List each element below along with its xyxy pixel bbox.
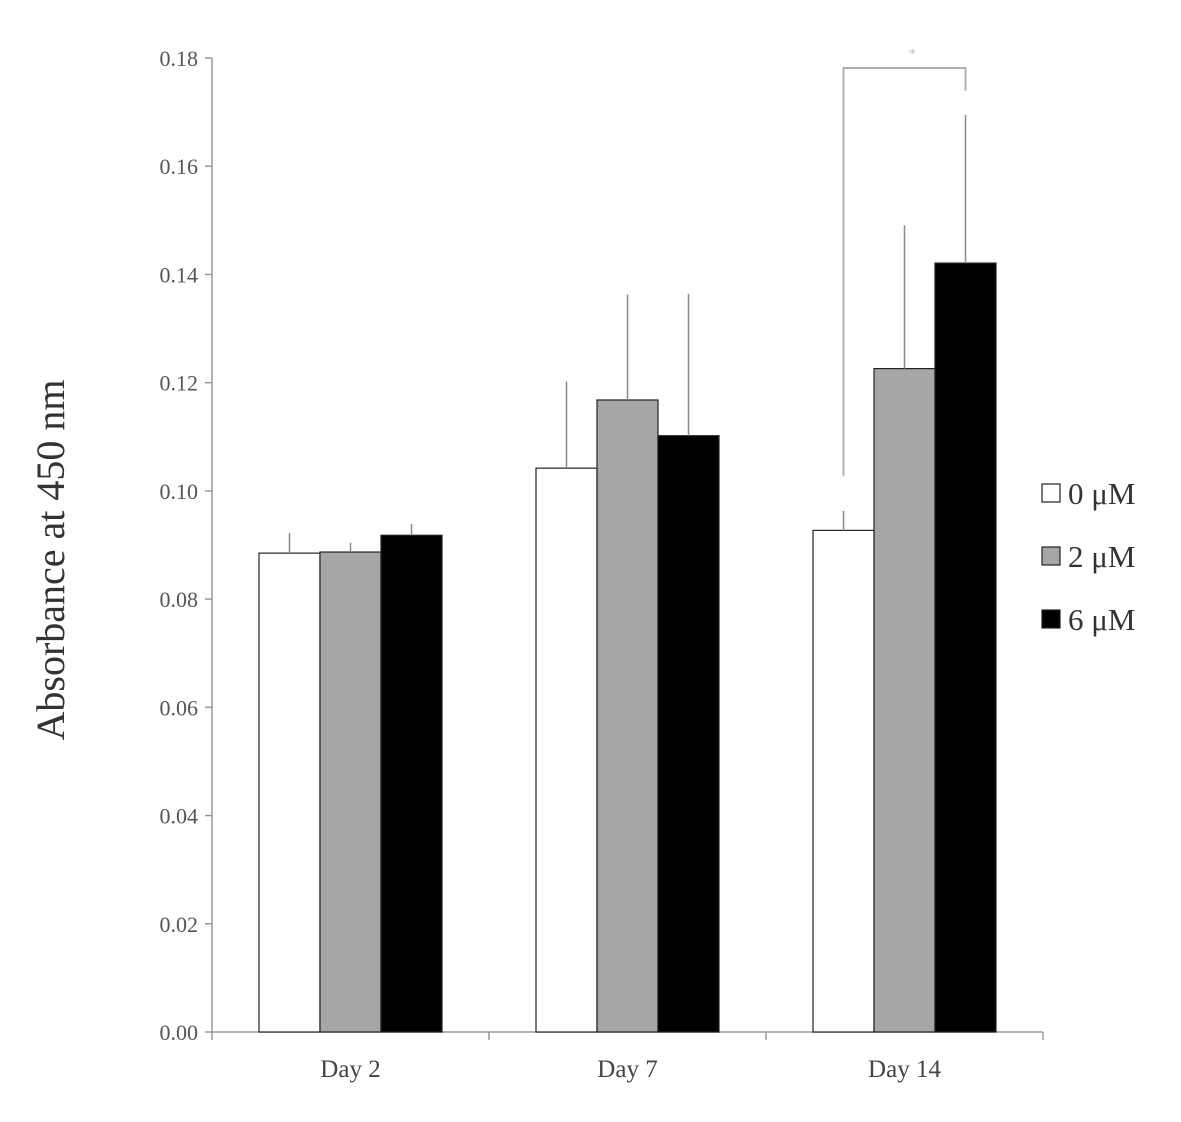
legend-swatch: [1041, 483, 1061, 503]
x-axis: Day 2 Day 7 Day 14: [211, 1031, 1044, 1083]
significance-label: *: [909, 47, 916, 62]
y-tick-label: 0.16: [160, 154, 199, 179]
y-tick-label: 0.14: [160, 262, 199, 287]
legend: 0 μM 2 μM 6 μM: [1041, 476, 1135, 637]
y-axis-title: Absorbance at 450 nm: [28, 379, 73, 740]
x-tick-label: Day 2: [320, 1056, 380, 1083]
y-tick-label: 0.18: [160, 46, 199, 71]
legend-label: 2 μM: [1068, 539, 1135, 574]
y-axis: 0.00 0.02 0.04 0.06 0.08 0.10 0.12 0.14 0.16 0.18: [160, 46, 213, 1045]
x-tick-label: Day 14: [868, 1056, 941, 1083]
y-tick-label: 0.12: [160, 371, 199, 396]
bar: [535, 467, 598, 1033]
y-tick-label: 0.08: [160, 587, 199, 612]
bars: [258, 262, 997, 1033]
bracket-line: [842, 67, 967, 476]
legend-label: 6 μM: [1068, 602, 1135, 637]
bar: [873, 367, 936, 1033]
legend-swatch: [1041, 546, 1061, 566]
bar: [934, 262, 997, 1033]
y-tick-label: 0.02: [160, 912, 199, 937]
y-tick-label: 0.04: [160, 804, 199, 829]
bar: [596, 399, 659, 1033]
y-tick-label: 0.10: [160, 479, 199, 504]
bar: [657, 435, 720, 1033]
y-tick-label: 0.06: [160, 695, 199, 720]
bar: [319, 551, 382, 1033]
bar: [812, 529, 875, 1033]
significance-bracket: *: [842, 47, 967, 476]
bar: [380, 534, 443, 1033]
y-tick-label: 0.00: [160, 1020, 199, 1045]
x-tick-label: Day 7: [597, 1056, 657, 1083]
bar: [258, 552, 321, 1033]
error-bars: [288, 114, 967, 554]
legend-label: 0 μM: [1068, 476, 1135, 511]
legend-swatch: [1041, 609, 1061, 629]
